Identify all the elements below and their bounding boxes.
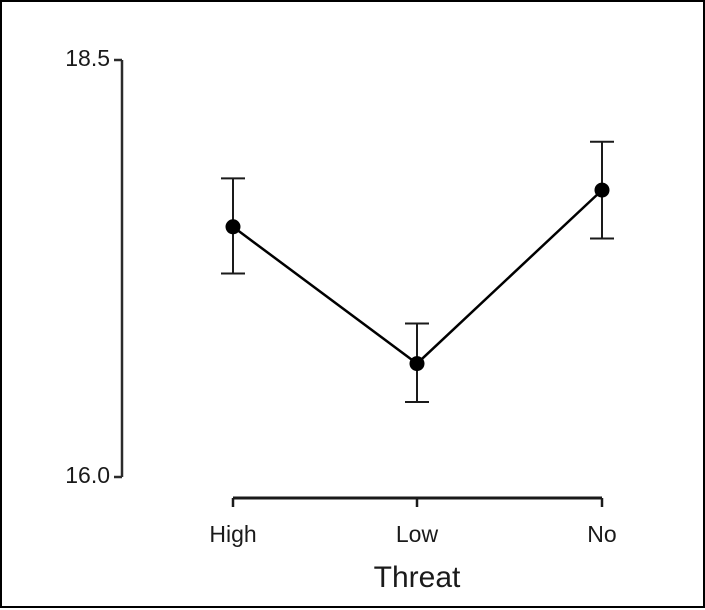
- x-tick-label: High: [209, 521, 256, 547]
- y-axis: 16.0 18.5: [65, 45, 124, 488]
- x-tick-label: Low: [396, 521, 439, 547]
- data-point: [225, 219, 241, 235]
- y-tick-label: 16.0: [65, 462, 110, 488]
- x-axis: High Low No Threat: [209, 496, 617, 594]
- data-point: [594, 182, 610, 198]
- x-tick-label: No: [587, 521, 616, 547]
- x-axis-title: Threat: [374, 561, 461, 594]
- y-tick-label: 18.5: [65, 45, 110, 71]
- data-points: [225, 182, 610, 372]
- data-point: [409, 356, 425, 372]
